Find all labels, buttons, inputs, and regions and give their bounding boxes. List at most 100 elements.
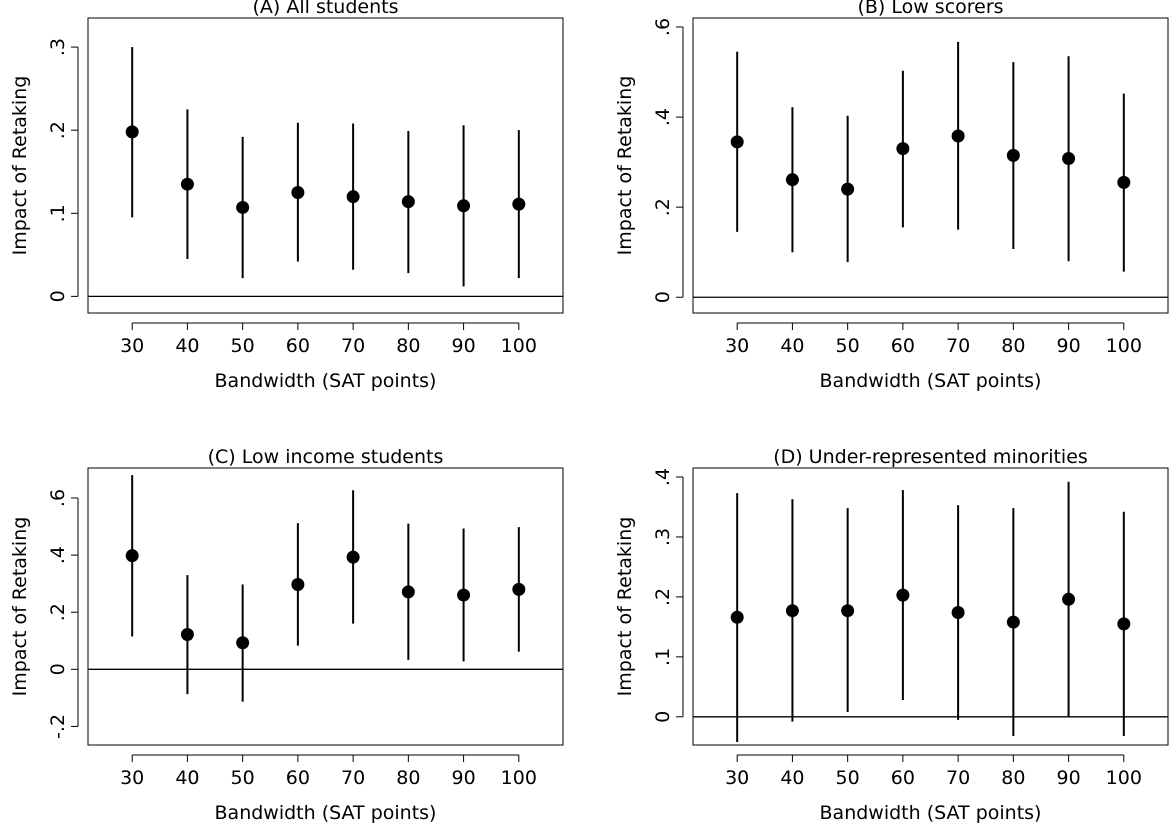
point-estimate bbox=[180, 177, 194, 191]
y-tick-label: .3 bbox=[47, 38, 69, 56]
panel-title: (B) Low scorers bbox=[857, 0, 1003, 18]
x-tick-label: 70 bbox=[341, 335, 365, 357]
point-estimate bbox=[457, 588, 471, 602]
y-tick-label: .2 bbox=[47, 603, 69, 621]
point-estimate bbox=[236, 636, 250, 650]
point-estimate bbox=[180, 627, 194, 641]
y-tick-label: .6 bbox=[652, 18, 674, 36]
y-axis-title: Impact of Retaking bbox=[9, 76, 31, 256]
x-tick-label: 90 bbox=[1056, 767, 1080, 789]
point-estimate bbox=[125, 549, 139, 563]
point-estimate bbox=[1062, 152, 1076, 166]
y-tick-label: .4 bbox=[47, 546, 69, 564]
x-tick-label: 80 bbox=[1001, 335, 1025, 357]
point-estimate bbox=[1117, 175, 1131, 189]
x-tick-label: 60 bbox=[891, 767, 915, 789]
point-estimate bbox=[896, 588, 910, 602]
y-tick-label: 0 bbox=[47, 290, 69, 302]
point-estimate bbox=[896, 142, 910, 156]
x-tick-label: 50 bbox=[231, 767, 255, 789]
x-axis-title: Bandwidth (SAT points) bbox=[820, 370, 1042, 392]
x-tick-label: 30 bbox=[120, 767, 144, 789]
x-tick-label: 100 bbox=[501, 767, 537, 789]
point-estimate bbox=[730, 610, 744, 624]
x-tick-label: 60 bbox=[286, 767, 310, 789]
point-estimate bbox=[1006, 148, 1020, 162]
x-tick-label: 30 bbox=[725, 767, 749, 789]
x-tick-label: 40 bbox=[780, 335, 804, 357]
y-tick-label: .2 bbox=[47, 121, 69, 139]
x-tick-label: 90 bbox=[451, 335, 475, 357]
x-tick-label: 100 bbox=[1106, 335, 1142, 357]
point-estimate bbox=[730, 135, 744, 149]
panel-3: (C) Low income students -.2 0 .2 .4 .6 Impact … bbox=[9, 446, 564, 824]
x-tick-label: 40 bbox=[175, 767, 199, 789]
point-estimate bbox=[291, 578, 305, 592]
x-tick-label: 70 bbox=[946, 335, 970, 357]
y-tick-label: .4 bbox=[652, 468, 674, 486]
y-tick-label: .1 bbox=[652, 648, 674, 666]
x-tick-label: 80 bbox=[1001, 767, 1025, 789]
point-estimate bbox=[841, 182, 855, 196]
x-tick-label: 50 bbox=[836, 767, 860, 789]
point-estimate bbox=[401, 195, 415, 209]
point-estimate bbox=[512, 197, 526, 211]
panel-1: (A) All students 0 .1 .2 .3 Impact of Retakin… bbox=[9, 0, 564, 392]
panel-title: (C) Low income students bbox=[208, 446, 444, 468]
plot-frame bbox=[87, 467, 564, 746]
point-estimate bbox=[1006, 615, 1020, 629]
x-tick-label: 50 bbox=[231, 335, 255, 357]
panel-2: (B) Low scorers 0 .2 .4 .6 Impact of Retaking… bbox=[614, 0, 1169, 392]
panel-4: (D) Under-represented minorities 0 .1 .2 .3.… bbox=[614, 446, 1169, 824]
y-tick-label: 0 bbox=[652, 291, 674, 303]
point-estimate bbox=[236, 200, 250, 214]
x-axis-title: Bandwidth (SAT points) bbox=[215, 370, 437, 392]
point-estimate bbox=[951, 605, 965, 619]
x-tick-label: 40 bbox=[780, 767, 804, 789]
point-estimate bbox=[841, 604, 855, 618]
y-tick-label: .2 bbox=[652, 198, 674, 216]
x-tick-label: 40 bbox=[175, 335, 199, 357]
point-estimate bbox=[785, 604, 799, 618]
plot-frame bbox=[87, 17, 564, 314]
x-axis-title: Bandwidth (SAT points) bbox=[215, 802, 437, 824]
y-tick-label: .6 bbox=[47, 489, 69, 507]
point-estimate bbox=[346, 190, 360, 204]
x-tick-label: 80 bbox=[396, 767, 420, 789]
x-tick-label: 80 bbox=[396, 335, 420, 357]
x-tick-label: 50 bbox=[836, 335, 860, 357]
point-estimate bbox=[1117, 617, 1131, 631]
x-tick-label: 60 bbox=[891, 335, 915, 357]
panel-title: (A) All students bbox=[253, 0, 399, 18]
x-tick-label: 90 bbox=[451, 767, 475, 789]
x-axis-title: Bandwidth (SAT points) bbox=[820, 802, 1042, 824]
y-tick-label: .3 bbox=[652, 528, 674, 546]
x-tick-label: 100 bbox=[1106, 767, 1142, 789]
x-tick-label: 70 bbox=[341, 767, 365, 789]
point-estimate bbox=[512, 582, 526, 596]
y-axis-title: Impact of Retaking bbox=[614, 76, 636, 256]
point-estimate bbox=[125, 125, 139, 139]
y-tick-label: .2 bbox=[652, 588, 674, 606]
x-tick-label: 30 bbox=[725, 335, 749, 357]
point-estimate bbox=[457, 199, 471, 213]
x-tick-label: 30 bbox=[120, 335, 144, 357]
x-tick-label: 60 bbox=[286, 335, 310, 357]
plot-frame bbox=[692, 17, 1169, 314]
x-tick-label: 70 bbox=[946, 767, 970, 789]
point-estimate bbox=[346, 550, 360, 564]
x-tick-label: 90 bbox=[1056, 335, 1080, 357]
y-axis-title: Impact of Retaking bbox=[9, 517, 31, 697]
x-tick-label: 100 bbox=[501, 335, 537, 357]
point-estimate bbox=[401, 585, 415, 599]
y-tick-label: .1 bbox=[47, 204, 69, 222]
plot-frame bbox=[692, 467, 1169, 746]
y-axis-title: Impact of Retaking bbox=[614, 517, 636, 697]
panel-title: (D) Under-represented minorities bbox=[773, 446, 1088, 468]
y-tick-label: 0 bbox=[652, 711, 674, 723]
point-estimate bbox=[785, 173, 799, 187]
point-estimate bbox=[1062, 592, 1076, 606]
y-tick-label: -.2 bbox=[47, 714, 69, 739]
y-tick-label: .4 bbox=[652, 108, 674, 126]
